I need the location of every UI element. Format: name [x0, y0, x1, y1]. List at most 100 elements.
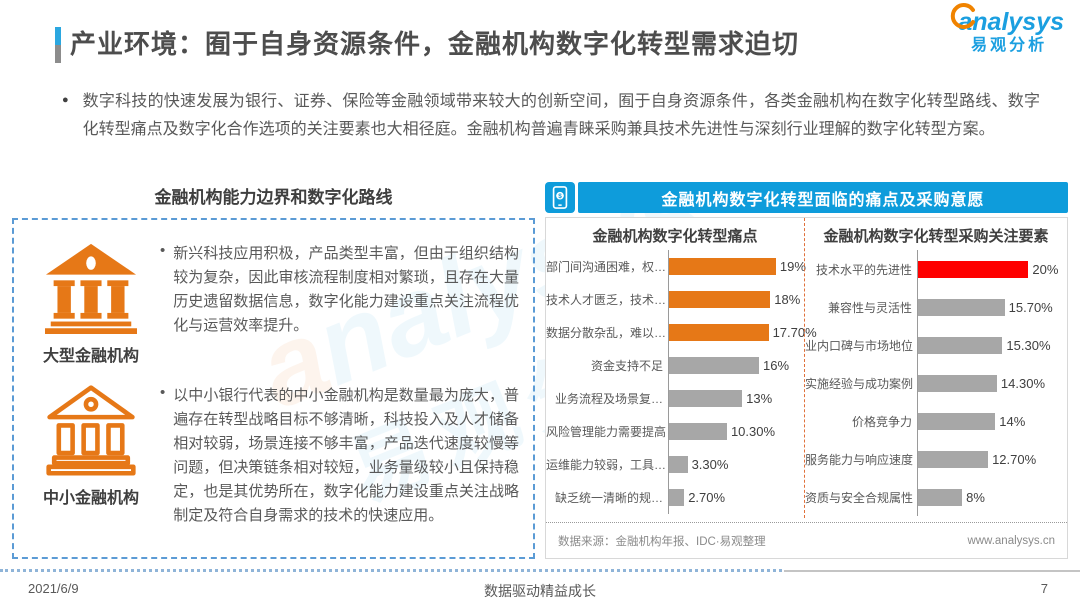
chart-row: 兼容性与灵活性 15.70%	[805, 288, 1067, 326]
footer-date: 2021/6/9	[28, 581, 79, 596]
bar-track: 14%	[917, 402, 1067, 440]
institution-row-small: 中小金融机构 • 以中小银行代表的中小金融机构是数量最为庞大，普遍存在转型战略目…	[14, 366, 533, 528]
bar	[669, 456, 688, 473]
website-url: www.analysys.cn	[967, 534, 1055, 547]
bank-solid-icon	[45, 243, 137, 334]
bar	[918, 450, 989, 468]
footer-slogan: 数据驱动精益成长	[484, 583, 596, 599]
bar	[669, 489, 685, 506]
value-label: 14.30%	[1000, 375, 1045, 391]
analysys-logo: analysys 易观分析	[951, 3, 1064, 55]
bar-track: 2.70%	[668, 481, 804, 514]
bar	[669, 423, 727, 440]
bar-track: 14.30%	[917, 364, 1067, 402]
bar	[669, 258, 776, 275]
bar	[669, 390, 743, 407]
category-label: 技术人才匮乏，技术…	[546, 293, 667, 307]
category-label: 运维能力较弱，工具…	[546, 458, 667, 472]
footer-divider-dotted	[0, 569, 782, 572]
category-label: 价格竞争力	[851, 414, 912, 429]
category-label: 技术水平的先进性	[815, 262, 912, 277]
chart-row: 价格竞争力 14%	[805, 402, 1067, 440]
chart-row: 运维能力较弱，工具… 3.30%	[546, 448, 804, 481]
right-panel-title: 金融机构数字化转型面临的痛点及采购意愿	[578, 182, 1068, 213]
svg-text:$: $	[558, 193, 562, 200]
chart-row: 风险管理能力需要提高 10.30%	[546, 415, 804, 448]
value-label: 14%	[999, 413, 1026, 429]
bar-track: 17.70%	[668, 316, 817, 349]
page-number: 7	[1040, 581, 1048, 596]
bar	[918, 412, 996, 430]
bullet-icon: •	[160, 242, 166, 259]
chart-row: 服务能力与响应速度 12.70%	[805, 440, 1067, 478]
bar-track: 15.30%	[917, 326, 1067, 364]
institution-description: • 新兴科技应用积极，产品类型丰富，但由于组织结构较为复杂，因此审核流程制度相对…	[150, 242, 519, 366]
category-label: 部门间沟通困难，权…	[546, 260, 667, 274]
institution-label: 中小金融机构	[42, 490, 139, 507]
intro-paragraph: ● 数字科技的快速发展为银行、证券、保险等金融领域带来较大的创新空间，囿于自身资…	[62, 88, 1040, 143]
bar-track: 3.30%	[668, 448, 804, 481]
value-label: 3.30%	[691, 457, 729, 472]
category-label: 资质与安全合规属性	[805, 490, 914, 505]
value-label: 20%	[1032, 261, 1059, 277]
chart-row: 业内口碑与市场地位 15.30%	[805, 326, 1067, 364]
value-label: 15.30%	[1006, 337, 1051, 353]
page-title: 产业环境：囿于自身资源条件，金融机构数字化转型需求迫切	[70, 29, 800, 59]
chart-row: 实施经验与成功案例 14.30%	[805, 364, 1067, 402]
title-accent-bar	[55, 27, 61, 63]
chart-rows: 技术水平的先进性 20% 兼容性与灵活性 15.70% 业内口碑与市场地位 15.30% 实…	[805, 250, 1067, 516]
bar	[918, 298, 1005, 316]
chart-row: 资金支持不足 16%	[546, 349, 804, 382]
right-panel-box: 金融机构数字化转型痛点 部门间沟通困难，权… 19% 技术人才匮乏，技术… 18% 数据…	[545, 217, 1068, 559]
category-label: 业内口碑与市场地位	[805, 338, 914, 353]
purchase-factors-chart: 金融机构数字化转型采购关注要素 技术水平的先进性 20% 兼容性与灵活性 15.70%…	[804, 218, 1067, 518]
value-label: 10.30%	[730, 424, 776, 439]
pain-points-chart: 金融机构数字化转型痛点 部门间沟通困难，权… 19% 技术人才匮乏，技术… 18% 数据…	[546, 218, 817, 518]
right-panel-header: $ 金融机构数字化转型面临的痛点及采购意愿	[545, 182, 1068, 213]
value-label: 18%	[774, 292, 801, 307]
chart-row: 技术水平的先进性 20%	[805, 250, 1067, 288]
value-label: 17.70%	[772, 325, 817, 340]
left-panel-box: 大型金融机构 • 新兴科技应用积极，产品类型丰富，但由于组织结构较为复杂，因此审…	[12, 218, 535, 559]
chart-row: 部门间沟通困难，权… 19%	[546, 250, 806, 283]
bar-track: 13%	[668, 382, 804, 415]
value-label: 19%	[779, 259, 806, 274]
bar-track: 16%	[668, 349, 804, 382]
category-label: 数据分散杂乱，难以…	[546, 326, 667, 340]
value-label: 16%	[763, 358, 790, 373]
bar-track: 18%	[668, 283, 804, 316]
logo-swoosh-icon	[951, 3, 976, 29]
bar	[669, 357, 759, 374]
data-source: 数据来源：金融机构年报、IDC·易观整理	[558, 535, 766, 548]
bar	[918, 488, 963, 506]
value-label: 12.70%	[992, 451, 1037, 467]
bar	[669, 291, 771, 308]
institution-row-large: 大型金融机构 • 新兴科技应用积极，产品类型丰富，但由于组织结构较为复杂，因此审…	[14, 220, 533, 366]
institution-icon-block: 大型金融机构	[32, 242, 150, 366]
footer-divider-solid	[784, 570, 1080, 572]
bar	[918, 260, 1029, 278]
category-label: 实施经验与成功案例	[805, 376, 914, 391]
bar	[918, 374, 997, 392]
institution-description: • 以中小银行代表的中小金融机构是数量最为庞大，普遍存在转型战略目标不够清晰，科…	[150, 384, 519, 528]
institution-icon-block: 中小金融机构	[32, 384, 150, 528]
logo-brand-cn: 易观分析	[971, 36, 1048, 54]
chart-row: 数据分散杂乱，难以… 17.70%	[546, 316, 817, 349]
left-panel-title: 金融机构能力边界和数字化路线	[154, 188, 393, 207]
chart-row: 业务流程及场景复… 13%	[546, 382, 804, 415]
chart-title: 金融机构数字化转型采购关注要素	[823, 228, 1049, 245]
bar	[669, 324, 769, 341]
chart-row: 缺乏统一清晰的规… 2.70%	[546, 481, 804, 514]
category-label: 资金支持不足	[590, 359, 663, 373]
bank-outline-icon	[46, 385, 136, 476]
category-label: 服务能力与响应速度	[805, 452, 914, 467]
logo-brand-en: analysys	[958, 8, 1064, 36]
value-label: 8%	[966, 489, 985, 505]
institution-label: 大型金融机构	[42, 348, 139, 365]
bar-track: 12.70%	[917, 440, 1067, 478]
bullet-icon: ●	[62, 94, 69, 106]
mobile-payment-icon: $	[545, 182, 575, 213]
bar-track: 19%	[668, 250, 806, 283]
value-label: 2.70%	[688, 490, 726, 505]
